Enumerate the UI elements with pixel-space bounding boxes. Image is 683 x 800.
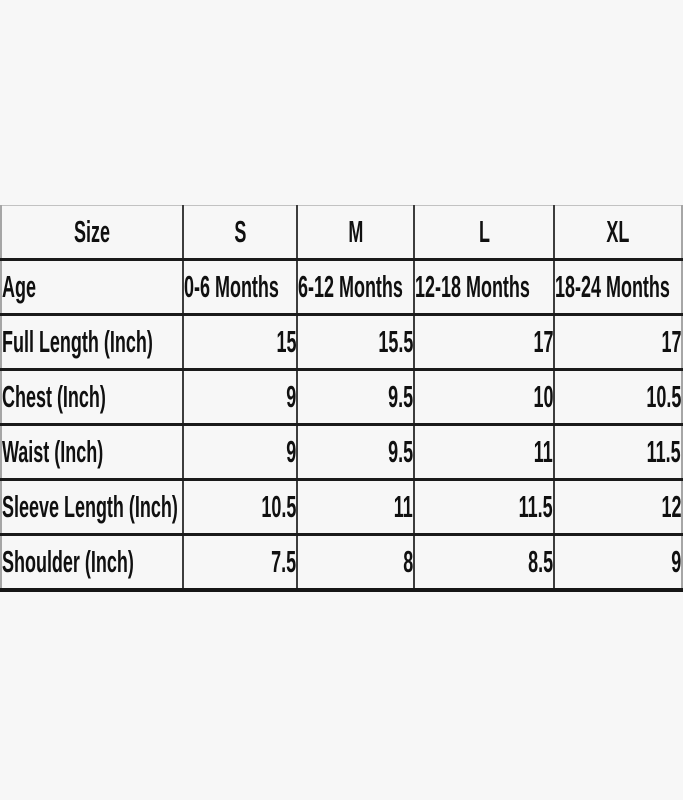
waist-value-l-text: 11 (533, 434, 553, 469)
table-row-sleeve-length: Sleeve Length (Inch) 10.5 11 11.5 12 (0, 479, 683, 536)
shoulder-value-m: 8 (296, 534, 414, 592)
shoulder-value-s-text: 7.5 (270, 544, 296, 579)
shoulder-value-xl-text: 9 (670, 544, 681, 579)
size-chart-table: Size S M L XL Age 0-6 Months 6-12 Months… (0, 205, 683, 592)
full-length-value-m-text: 15.5 (378, 324, 413, 359)
row-label-shoulder: Shoulder (Inch) (0, 534, 183, 592)
column-header-s: S (182, 205, 297, 261)
age-value-m: 6-12 Months (296, 259, 414, 316)
sleeve-length-value-l: 11.5 (413, 479, 554, 536)
waist-value-xl: 11.5 (553, 424, 683, 481)
waist-value-l: 11 (413, 424, 554, 481)
waist-value-xl-text: 11.5 (646, 434, 681, 469)
row-label-shoulder-text: Shoulder (Inch) (2, 544, 134, 579)
age-value-m-text: 6-12 Months (298, 269, 403, 304)
sleeve-length-value-m-text: 11 (393, 489, 413, 524)
row-label-chest-text: Chest (Inch) (2, 379, 106, 414)
sleeve-length-value-s-text: 10.5 (261, 489, 296, 524)
shoulder-value-l: 8.5 (413, 534, 554, 592)
row-label-waist: Waist (Inch) (0, 424, 183, 481)
age-value-xl: 18-24 Months (553, 259, 683, 316)
age-value-l-text: 12-18 Months (415, 269, 530, 304)
sleeve-length-value-xl-text: 12 (660, 489, 681, 524)
full-length-value-m: 15.5 (296, 314, 414, 371)
shoulder-value-xl: 9 (553, 534, 683, 592)
column-header-l-label: L (478, 214, 490, 249)
full-length-value-l-text: 17 (532, 324, 553, 359)
age-value-l: 12-18 Months (413, 259, 554, 316)
chest-value-xl: 10.5 (553, 369, 683, 426)
full-length-value-l: 17 (413, 314, 554, 371)
full-length-value-s-text: 15 (275, 324, 296, 359)
sleeve-length-value-m: 11 (296, 479, 414, 536)
sleeve-length-value-xl: 12 (553, 479, 683, 536)
row-label-age-text: Age (2, 269, 36, 304)
waist-value-m-text: 9.5 (387, 434, 413, 469)
waist-value-s-text: 9 (285, 434, 296, 469)
column-header-xl: XL (553, 205, 683, 261)
row-label-sleeve-length: Sleeve Length (Inch) (0, 479, 183, 536)
table-row-full-length: Full Length (Inch) 15 15.5 17 17 (0, 314, 683, 371)
table-row-waist: Waist (Inch) 9 9.5 11 11.5 (0, 424, 683, 481)
row-label-waist-text: Waist (Inch) (2, 434, 104, 469)
waist-value-m: 9.5 (296, 424, 414, 481)
chest-value-m: 9.5 (296, 369, 414, 426)
row-label-full-length-text: Full Length (Inch) (2, 324, 153, 359)
chest-value-xl-text: 10.5 (646, 379, 681, 414)
chest-value-l-text: 10 (532, 379, 553, 414)
age-value-xl-text: 18-24 Months (555, 269, 670, 304)
chest-value-m-text: 9.5 (387, 379, 413, 414)
column-header-l: L (413, 205, 554, 261)
table-row-chest: Chest (Inch) 9 9.5 10 10.5 (0, 369, 683, 426)
row-label-age: Age (0, 259, 183, 316)
table-row-age: Age 0-6 Months 6-12 Months 12-18 Months … (0, 259, 683, 316)
header-row: Size S M L XL (0, 205, 683, 261)
column-header-xl-label: XL (606, 214, 630, 249)
sleeve-length-value-l-text: 11.5 (518, 489, 553, 524)
shoulder-value-l-text: 8.5 (527, 544, 553, 579)
waist-value-s: 9 (182, 424, 297, 481)
row-label-chest: Chest (Inch) (0, 369, 183, 426)
column-header-size: Size (0, 205, 183, 261)
chest-value-s: 9 (182, 369, 297, 426)
chest-value-l: 10 (413, 369, 554, 426)
age-value-s: 0-6 Months (182, 259, 297, 316)
full-length-value-s: 15 (182, 314, 297, 371)
column-header-m: M (296, 205, 414, 261)
chest-value-s-text: 9 (285, 379, 296, 414)
shoulder-value-m-text: 8 (402, 544, 413, 579)
shoulder-value-s: 7.5 (182, 534, 297, 592)
column-header-m-label: M (348, 214, 363, 249)
sleeve-length-value-s: 10.5 (182, 479, 297, 536)
full-length-value-xl: 17 (553, 314, 683, 371)
column-header-size-label: Size (74, 214, 110, 249)
table-row-shoulder: Shoulder (Inch) 7.5 8 8.5 9 (0, 534, 683, 592)
full-length-value-xl-text: 17 (660, 324, 681, 359)
age-value-s-text: 0-6 Months (184, 269, 279, 304)
row-label-sleeve-length-text: Sleeve Length (Inch) (2, 489, 178, 524)
row-label-full-length: Full Length (Inch) (0, 314, 183, 371)
column-header-s-label: S (234, 214, 246, 249)
